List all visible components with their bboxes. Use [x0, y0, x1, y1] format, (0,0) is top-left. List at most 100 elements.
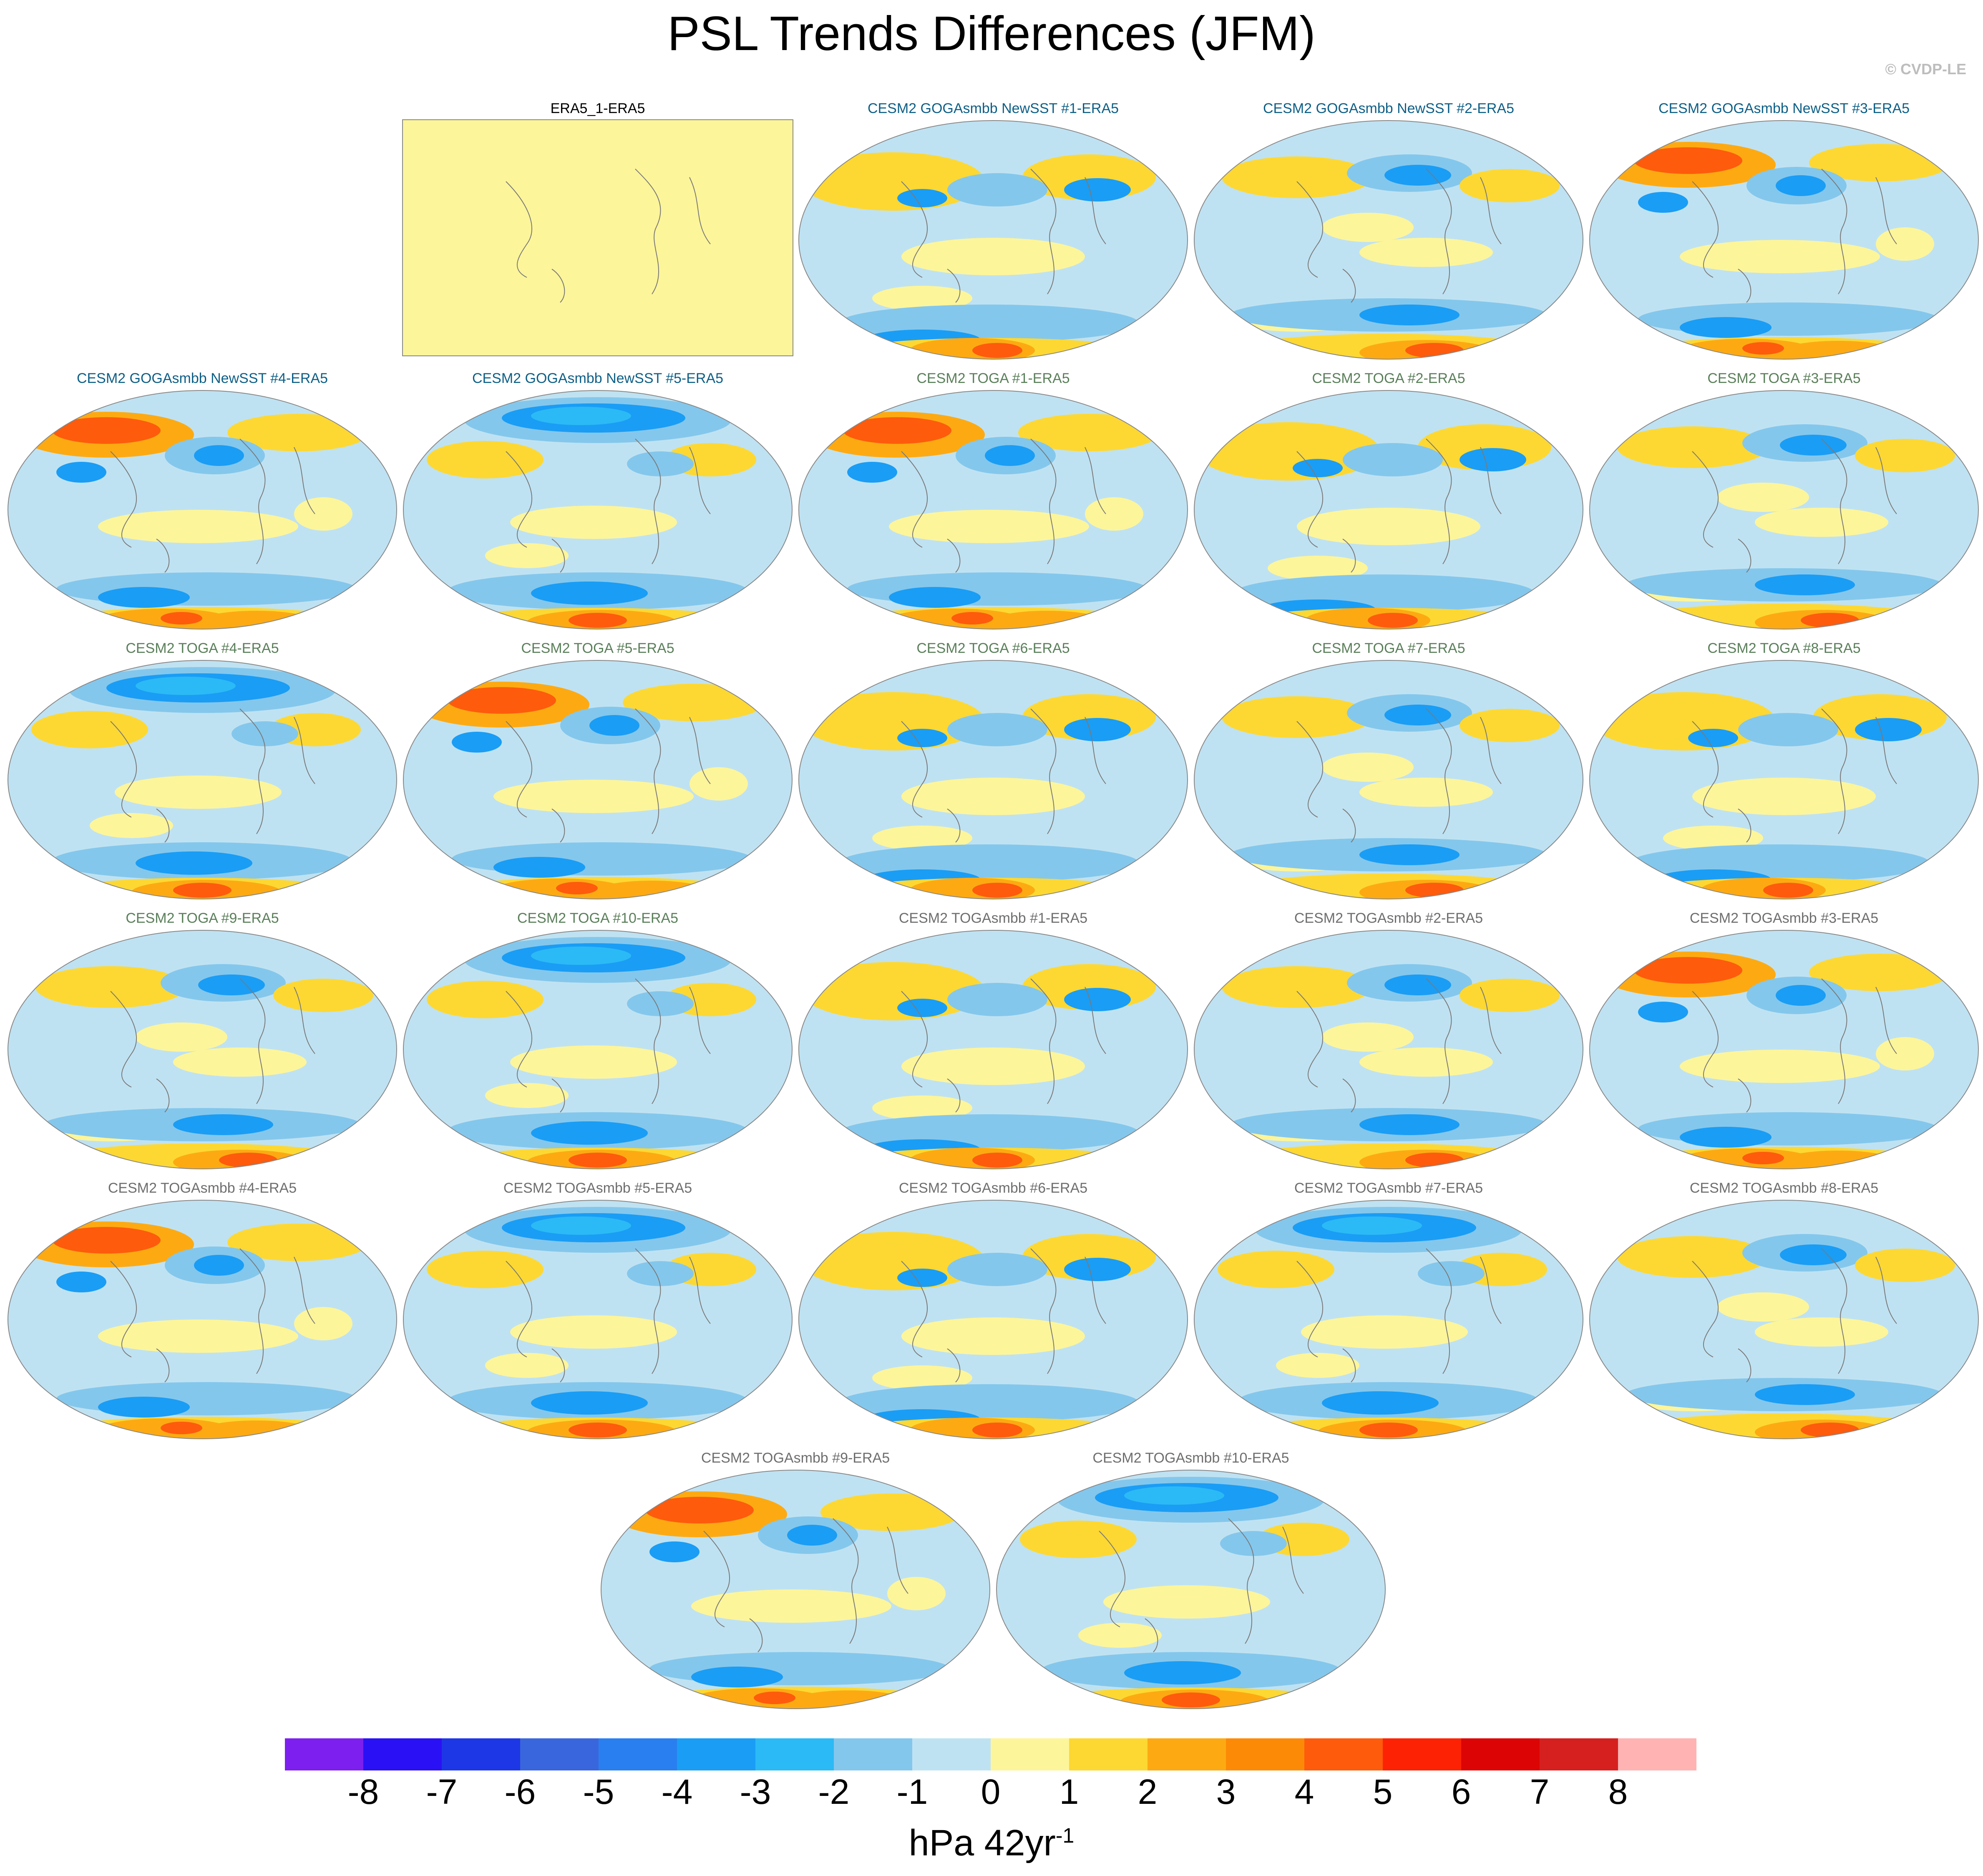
- anomaly-contour: [52, 1227, 161, 1254]
- coastline: [1692, 438, 1897, 573]
- anomaly-contour: [569, 1153, 627, 1168]
- anomaly-contour: [1368, 613, 1418, 628]
- anomaly-contour: [1359, 844, 1460, 865]
- anomaly-contour: [1680, 317, 1772, 338]
- map-projection: [798, 120, 1188, 360]
- anomaly-contour: [1064, 178, 1131, 201]
- anomaly-contour: [1776, 985, 1826, 1006]
- anomaly-contour: [947, 983, 1047, 1016]
- anomaly-contour: [889, 510, 1089, 543]
- anomaly-contour: [1780, 435, 1847, 456]
- anomaly-contour: [52, 417, 161, 444]
- map-panel: CESM2 TOGA #8-ERA5: [1588, 640, 1980, 907]
- anomaly-contour: [1268, 556, 1368, 581]
- map-projection: [798, 660, 1188, 899]
- anomaly-contour: [972, 883, 1022, 898]
- map-panel: CESM2 TOGAsmbb #6-ERA5: [797, 1180, 1189, 1447]
- colorbar-swatch: [1540, 1738, 1618, 1770]
- anomaly-contour: [1322, 1216, 1422, 1235]
- map-projection: [1589, 660, 1979, 899]
- anomaly-contour: [649, 1541, 700, 1562]
- anomaly-contour: [531, 947, 631, 965]
- anomaly-contour: [1742, 342, 1784, 355]
- anomaly-contour: [1776, 175, 1826, 196]
- colorbar-tick: 0: [981, 1772, 1001, 1811]
- units-base: hPa 42yr: [908, 1822, 1056, 1863]
- anomaly-contour: [1763, 883, 1813, 898]
- anomaly-contour: [448, 687, 556, 714]
- map-projection: [1194, 660, 1583, 899]
- coastline: [110, 978, 315, 1113]
- anomaly-contour: [1738, 713, 1838, 746]
- anomaly-contour: [273, 979, 373, 1012]
- colorbar-swatch: [834, 1738, 912, 1770]
- map-projection: [403, 1200, 793, 1439]
- map-border: [1194, 1200, 1583, 1439]
- coastline: [703, 1518, 908, 1652]
- coastline: [506, 708, 711, 843]
- anomaly-contour: [531, 1121, 648, 1145]
- anomaly-contour: [627, 991, 694, 1016]
- anomaly-contour: [1876, 1037, 1934, 1070]
- anomaly-contour: [947, 713, 1047, 746]
- anomaly-contour: [1809, 144, 1951, 181]
- map-panel: CESM2 TOGAsmbb #7-ERA5: [1193, 1180, 1585, 1447]
- anomaly-contour: [531, 1216, 631, 1235]
- map-panel-title: CESM2 TOGAsmbb #6-ERA5: [898, 1180, 1088, 1196]
- map-panel: CESM2 GOGAsmbb NewSST #3-ERA5: [1588, 100, 1980, 367]
- anomaly-contour: [1085, 497, 1143, 531]
- map-panel: CESM2 TOGA #7-ERA5: [1193, 640, 1585, 907]
- anomaly-contour: [98, 1397, 190, 1418]
- map-panel: CESM2 TOGA #9-ERA5: [6, 910, 398, 1177]
- map-border: [1194, 390, 1583, 630]
- map-panel: CESM2 TOGAsmbb #9-ERA5: [599, 1450, 992, 1717]
- map-panel-title: CESM2 TOGA #8-ERA5: [1707, 640, 1861, 656]
- map-projection: [1194, 390, 1583, 630]
- anomaly-contour: [510, 1045, 677, 1079]
- anomaly-contour: [1460, 169, 1560, 202]
- map-border: [8, 660, 397, 899]
- coastline: [901, 169, 1106, 303]
- anomaly-contour: [1638, 1002, 1688, 1022]
- map-border: [1194, 120, 1583, 360]
- map-panel-title: CESM2 TOGAsmbb #1-ERA5: [898, 910, 1088, 926]
- map-border: [798, 390, 1188, 630]
- anomaly-contour: [1755, 1317, 1888, 1347]
- colorbar-tick: 7: [1530, 1772, 1550, 1811]
- anomaly-contour: [1809, 954, 1951, 991]
- anomaly-contour: [569, 613, 627, 628]
- coastline: [901, 1248, 1106, 1382]
- anomaly-contour: [985, 445, 1035, 466]
- anomaly-contour: [901, 778, 1085, 815]
- coastline: [110, 708, 315, 843]
- anomaly-contour: [35, 966, 186, 1008]
- anomaly-contour: [1359, 1048, 1493, 1077]
- anomaly-contour: [31, 711, 148, 748]
- anomaly-contour: [569, 1423, 627, 1438]
- anomaly-contour: [691, 1667, 783, 1687]
- map-border: [798, 1200, 1188, 1439]
- anomaly-contour: [897, 999, 947, 1017]
- colorbar-swatch: [677, 1738, 755, 1770]
- anomaly-contour: [645, 1497, 754, 1523]
- anomaly-contour: [1855, 718, 1922, 741]
- colorbar-swatch: [442, 1738, 520, 1770]
- anomaly-contour: [1717, 1292, 1809, 1322]
- map-panel-title: ERA5_1-ERA5: [550, 101, 645, 116]
- anomaly-contour: [56, 1272, 106, 1292]
- anomaly-contour: [115, 776, 282, 809]
- map-panel-title: CESM2 GOGAsmbb NewSST #3-ERA5: [1658, 101, 1910, 116]
- anomaly-contour: [1617, 426, 1767, 468]
- map-border: [403, 930, 793, 1169]
- anomaly-contour: [136, 677, 236, 695]
- map-panel-title: CESM2 TOGAsmbb #10-ERA5: [1092, 1450, 1289, 1466]
- anomaly-contour: [1162, 1692, 1220, 1707]
- map-background: [403, 120, 793, 356]
- map-panel-title: CESM2 TOGA #1-ERA5: [916, 370, 1070, 386]
- map-panel-title: CESM2 TOGA #4-ERA5: [126, 640, 279, 656]
- map-panel-title: CESM2 TOGAsmbb #4-ERA5: [108, 1180, 297, 1196]
- map-border: [403, 390, 793, 630]
- anomaly-contour: [1218, 1251, 1334, 1288]
- anomaly-contour: [161, 612, 202, 624]
- map-border: [1589, 660, 1979, 899]
